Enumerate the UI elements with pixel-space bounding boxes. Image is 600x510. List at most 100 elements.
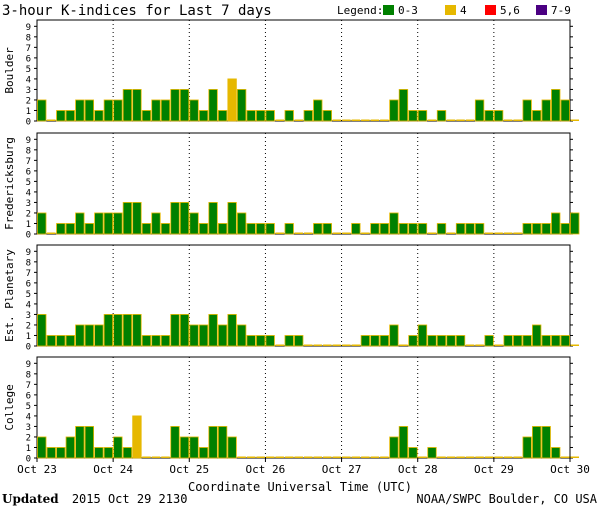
kp-bar (284, 223, 294, 235)
kp-bar (532, 110, 542, 122)
legend-label: 5,6 (500, 4, 520, 17)
legend-entry: 5,6 (485, 4, 520, 17)
kp-bar (227, 436, 237, 459)
kp-bar (474, 99, 485, 122)
kp-bar (179, 202, 190, 235)
kp-bar (313, 99, 323, 122)
kp-bar (342, 232, 351, 234)
y-tick-label: 0 (26, 343, 31, 353)
legend-swatch (485, 5, 496, 15)
kp-bar (37, 99, 47, 122)
kp-bar (398, 89, 409, 122)
kp-bar (189, 99, 199, 122)
kp-bar (313, 456, 323, 458)
kp-bar (160, 99, 171, 122)
kp-bar (179, 314, 190, 347)
kp-bar (322, 110, 332, 122)
kp-bar (265, 110, 275, 122)
kp-bar (370, 456, 380, 458)
kp-bar (408, 110, 418, 122)
kp-bar (465, 456, 475, 458)
kp-bar (132, 202, 142, 235)
y-tick-label: 6 (26, 391, 31, 401)
x-tick-label: Oct 29 (474, 463, 514, 476)
kp-bar (436, 223, 447, 235)
kp-bar (493, 110, 504, 122)
kp-bar (475, 456, 484, 458)
y-tick-label: 4 (26, 188, 31, 198)
kp-bar (208, 202, 218, 235)
y-tick-label: 3 (26, 199, 31, 209)
kp-bar (132, 89, 142, 122)
kp-bar (446, 335, 456, 347)
kp-bar (323, 344, 332, 346)
kp-bar (256, 223, 266, 235)
kp-bar (570, 344, 580, 346)
kp-bar (208, 314, 218, 347)
kp-bar (522, 436, 532, 459)
kp-bar (217, 110, 228, 122)
kp-bar (389, 99, 399, 122)
kp-bar (47, 232, 56, 234)
kp-bar (179, 89, 190, 122)
y-tick-label: 7 (26, 157, 31, 167)
kp-bar (541, 426, 551, 459)
kp-bar (522, 335, 532, 347)
kp-bar (236, 89, 247, 122)
kp-bar (532, 324, 542, 347)
kp-bar (408, 335, 418, 347)
kp-bar (360, 335, 371, 347)
kp-bar (522, 99, 532, 122)
x-tick-label: Oct 24 (93, 463, 133, 476)
kp-bar (494, 232, 503, 234)
kp-bar (161, 456, 170, 458)
kp-bar (560, 99, 570, 122)
kp-bar (532, 426, 542, 459)
panel-frame (36, 244, 571, 347)
kp-bar (512, 335, 523, 347)
kp-bar (170, 202, 180, 235)
kp-bar (437, 456, 446, 458)
kp-bar (361, 119, 370, 121)
kp-bar (275, 232, 284, 234)
y-tick-label: 5 (26, 402, 31, 412)
kp-bar (256, 335, 266, 347)
panel-label: Fredericksburg (3, 137, 16, 230)
kp-bar (75, 426, 85, 459)
kp-bar (160, 223, 171, 235)
kp-bar (227, 78, 237, 122)
kp-bar (313, 344, 323, 346)
kp-bar (323, 456, 332, 458)
kp-bar (304, 456, 313, 458)
kp-bar (294, 232, 303, 234)
y-tick-label: 7 (26, 269, 31, 279)
kp-bar (227, 314, 237, 347)
kp-bar (84, 426, 95, 459)
y-tick-label: 5 (26, 290, 31, 300)
kp-bar (265, 335, 275, 347)
kp-bar (446, 232, 456, 234)
legend-entry: 0-3 (383, 4, 418, 17)
y-tick-label: 4 (26, 300, 31, 310)
kp-bar (342, 344, 351, 346)
kp-bar (103, 447, 114, 459)
kp-bar (408, 223, 418, 235)
kp-bar (399, 344, 408, 346)
kp-bar (570, 212, 580, 235)
panel-frame (36, 356, 571, 459)
kp-bar (532, 223, 542, 235)
kp-bar (494, 456, 503, 458)
kp-bar (113, 212, 123, 235)
kp-bar (456, 456, 465, 458)
kp-bar (455, 223, 466, 235)
kp-bar (103, 99, 114, 122)
y-tick-label: 5 (26, 178, 31, 188)
kp-bar (217, 324, 228, 347)
y-tick-label: 6 (26, 167, 31, 177)
kp-bar (379, 335, 390, 347)
kp-bar (322, 223, 332, 235)
y-tick-label: 4 (26, 75, 31, 85)
kp-bar (151, 212, 161, 235)
x-axis: Oct 23 Oct 24 Oct 25 Oct 26 Oct 27 Oct 28 Oct … (17, 458, 590, 476)
